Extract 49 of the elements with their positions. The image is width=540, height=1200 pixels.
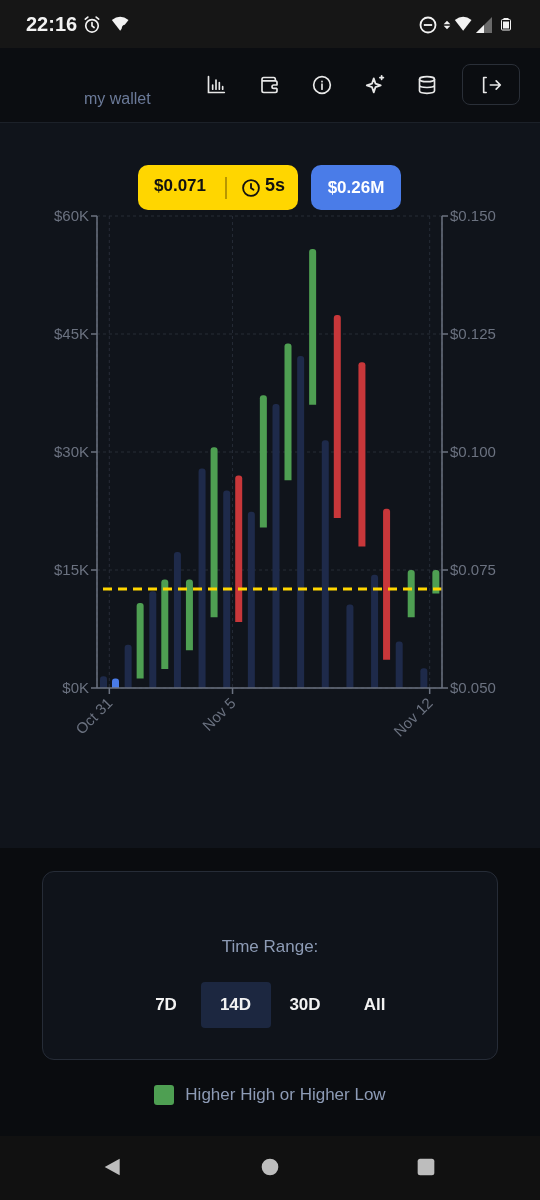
- y-tick-label: $30K: [53, 443, 89, 461]
- badge: $0.26M: [311, 165, 401, 210]
- bar: [136, 603, 144, 679]
- bar: [259, 395, 267, 528]
- x-tick-label: Nov 5: [198, 694, 239, 734]
- bar: [297, 356, 305, 688]
- bar: [161, 579, 169, 670]
- bar: [235, 475, 243, 622]
- y2-tick-label: $0.050: [450, 679, 496, 697]
- bar: [247, 511, 255, 688]
- bar: [149, 591, 157, 688]
- bar: [284, 343, 292, 481]
- text: Time Range:: [220, 937, 320, 957]
- y-tick-label: $15K: [53, 561, 89, 579]
- y2-tick-label: $0.100: [450, 443, 496, 461]
- text: 5s: [265, 175, 286, 196]
- bar: [321, 440, 329, 688]
- x-tick-label: Oct 31: [72, 694, 116, 738]
- bar: [420, 668, 428, 688]
- x-tick-label: Nov 12: [390, 694, 436, 740]
- bar: [346, 604, 354, 688]
- text: 30D: [288, 994, 322, 1016]
- bar: [383, 508, 391, 660]
- bar: [210, 447, 218, 618]
- bar: [198, 468, 206, 688]
- bar: [371, 574, 379, 688]
- bar: [185, 579, 193, 651]
- text: 14D: [200, 982, 271, 1028]
- y-tick-label: $60K: [53, 207, 89, 225]
- bar: [272, 404, 280, 688]
- text: my wallet: [84, 90, 151, 108]
- bar: [309, 249, 317, 405]
- text: 7D: [154, 994, 178, 1016]
- bar: [124, 644, 132, 688]
- bar: [333, 315, 341, 519]
- bar: [395, 641, 403, 688]
- y-tick-label: $0K: [62, 679, 89, 697]
- text: $0.071: [154, 176, 206, 196]
- bar: [223, 490, 231, 688]
- text: 22:16: [26, 13, 78, 36]
- bar: [173, 551, 181, 688]
- y-tick-label: $45K: [53, 325, 89, 343]
- y2-tick-label: $0.150: [450, 207, 496, 225]
- legend-label: Higher High or Higher Low: [185, 1085, 386, 1105]
- y2-tick-label: $0.075: [450, 561, 496, 579]
- y2-tick-label: $0.125: [450, 325, 496, 343]
- bar: [407, 570, 415, 618]
- bar: [358, 362, 366, 547]
- text: All: [362, 994, 387, 1016]
